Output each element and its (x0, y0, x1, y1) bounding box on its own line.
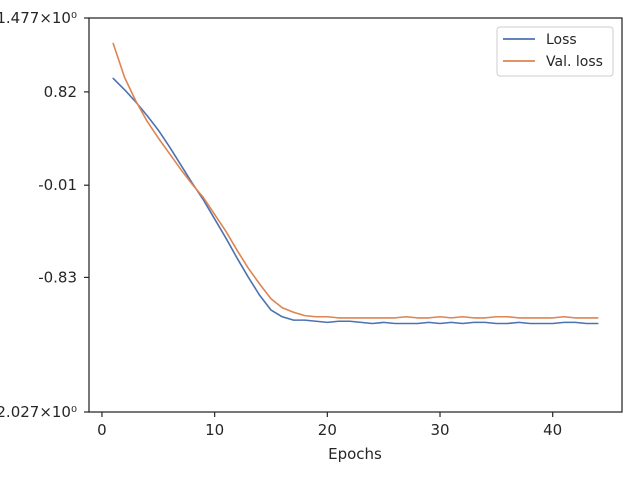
y-tick-label: 1.477×10⁰ (0, 9, 77, 27)
plot-area (89, 18, 622, 412)
x-tick-label: 40 (543, 421, 562, 439)
plot-frame (88, 17, 623, 413)
legend-label-loss: Loss (546, 32, 577, 48)
series-line-val-loss (112, 42, 599, 319)
x-tick-label: 0 (97, 421, 107, 439)
x-tick-label: 10 (205, 421, 224, 439)
y-tick-label: 0.82 (44, 83, 77, 101)
y-tick-label: -0.01 (38, 176, 77, 194)
legend-label-val-loss: Val. loss (546, 54, 603, 70)
x-axis: 0 10 20 30 40 (97, 412, 562, 439)
y-axis: 1.477×10⁰ 0.82 -0.01 -0.83 -2.027×10⁰ (0, 9, 89, 421)
legend: Loss Val. loss (496, 26, 614, 77)
series-layer (112, 42, 599, 325)
y-tick-label: -2.027×10⁰ (0, 403, 77, 421)
x-axis-label: Epochs (328, 445, 382, 463)
x-tick-label: 30 (430, 421, 449, 439)
x-tick-label: 20 (318, 421, 337, 439)
y-tick-label: -0.83 (38, 268, 77, 286)
